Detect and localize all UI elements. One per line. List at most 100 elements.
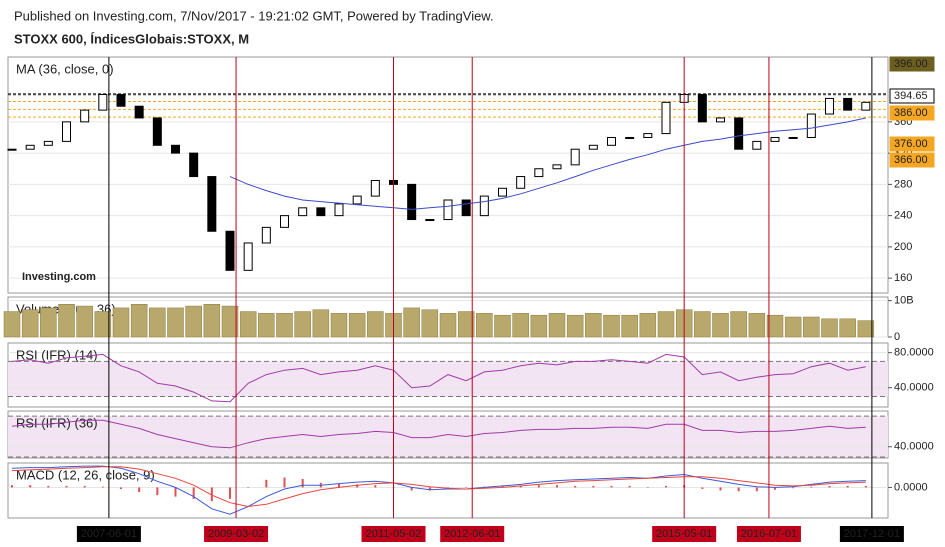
candle (25, 144, 35, 150)
candle (643, 133, 653, 138)
y-tick-label: 200 (894, 241, 912, 253)
candle (352, 195, 362, 205)
macd-histogram (556, 485, 558, 488)
volume-bar (403, 307, 420, 338)
y-tick-label: 80.0000 (894, 347, 934, 359)
volume-bar (348, 313, 366, 338)
candle (806, 113, 816, 138)
volume-bar (621, 314, 638, 338)
macd-histogram (83, 485, 86, 488)
time-marker-label: 2017-12-01 (844, 528, 900, 540)
macd-histogram (665, 485, 667, 488)
pane-label: RSI (IFR) (14) (16, 347, 98, 362)
volume-bar (221, 305, 239, 338)
macd-histogram (574, 485, 577, 488)
volume-bar (294, 311, 311, 338)
price-badge (889, 56, 935, 72)
volume-bar (130, 304, 148, 338)
y-tick-label: 160 (894, 272, 912, 284)
macd-histogram (864, 485, 867, 488)
candle (588, 144, 598, 150)
candle (280, 215, 289, 228)
macd-histogram (501, 485, 504, 488)
rsi-band-fill (8, 361, 888, 397)
candle (80, 109, 90, 123)
price-badge-label: 394.65 (894, 90, 928, 102)
volume-bar (276, 313, 293, 338)
volume-bar (512, 313, 529, 338)
macd-histogram (755, 487, 758, 492)
time-marker-label: 2012-06-01 (444, 528, 500, 540)
candle (498, 187, 507, 197)
candle (716, 117, 725, 123)
candle (734, 117, 744, 150)
candle (461, 199, 471, 217)
time-marker-badge (839, 526, 904, 542)
time-marker-label: 2015-05-01 (656, 528, 712, 540)
y-tick-label: 0.0000 (894, 481, 928, 493)
candle (334, 203, 344, 217)
candle (516, 176, 526, 189)
volume-bar (112, 307, 130, 338)
time-marker-badge (204, 526, 269, 542)
volume-bar (258, 313, 275, 338)
volume-bar (730, 311, 747, 338)
macd-histogram (138, 487, 141, 493)
volume-bar (21, 309, 39, 338)
macd-histogram (47, 485, 50, 488)
published-note: Published on Investing.com, 7/Nov/2017 -… (14, 8, 494, 23)
candle (407, 183, 417, 221)
macd-line (11, 465, 866, 515)
volume-bar (694, 311, 711, 338)
candle (207, 176, 217, 232)
volume-bar (548, 313, 566, 338)
logo: Investing.com (22, 271, 96, 283)
rsi-line (11, 353, 866, 403)
candle (171, 144, 180, 154)
time-marker-badge (76, 526, 141, 542)
macd-histogram (192, 487, 195, 499)
volume-bar (330, 313, 348, 338)
macd-histogram (701, 487, 704, 489)
volume-bar (40, 307, 57, 338)
price-badge (889, 88, 935, 104)
macd-histogram (174, 487, 177, 497)
macd-histogram (610, 485, 613, 488)
macd-histogram (65, 485, 68, 488)
rsi-line (11, 419, 866, 449)
ma-line (229, 117, 866, 210)
y-tick-label: 280 (894, 178, 912, 190)
rsi-band-fill (8, 416, 888, 457)
candle (225, 230, 235, 271)
macd-histogram (792, 487, 795, 489)
volume-bar (784, 316, 802, 338)
macd-histogram (374, 485, 377, 488)
candle (370, 179, 380, 197)
macd-histogram (101, 486, 104, 488)
price-badge-label: 366.00 (894, 154, 928, 166)
volume-bar (367, 311, 384, 338)
volume-bar (312, 309, 330, 338)
macd-histogram (828, 485, 831, 488)
macd-histogram (29, 485, 32, 488)
candle (261, 226, 271, 244)
pane-label: MACD (12, 26, close, 9) (16, 467, 155, 482)
candle (697, 94, 707, 123)
volume-bar (657, 311, 675, 338)
volume-bar (821, 318, 838, 338)
macd-histogram (628, 485, 631, 488)
time-marker-label: 2016-07-01 (741, 528, 797, 540)
price-badge (889, 136, 935, 152)
price-badge-label: 376.00 (894, 138, 928, 150)
time-marker-badge (652, 526, 717, 542)
candle (443, 199, 453, 221)
volume-bar (530, 314, 548, 338)
candle (752, 140, 762, 150)
volume-bar (421, 309, 439, 338)
candle (98, 94, 108, 111)
candle (43, 140, 53, 146)
macd-histogram (519, 485, 522, 488)
volume-bar (603, 314, 620, 338)
macd-histogram (737, 487, 740, 492)
